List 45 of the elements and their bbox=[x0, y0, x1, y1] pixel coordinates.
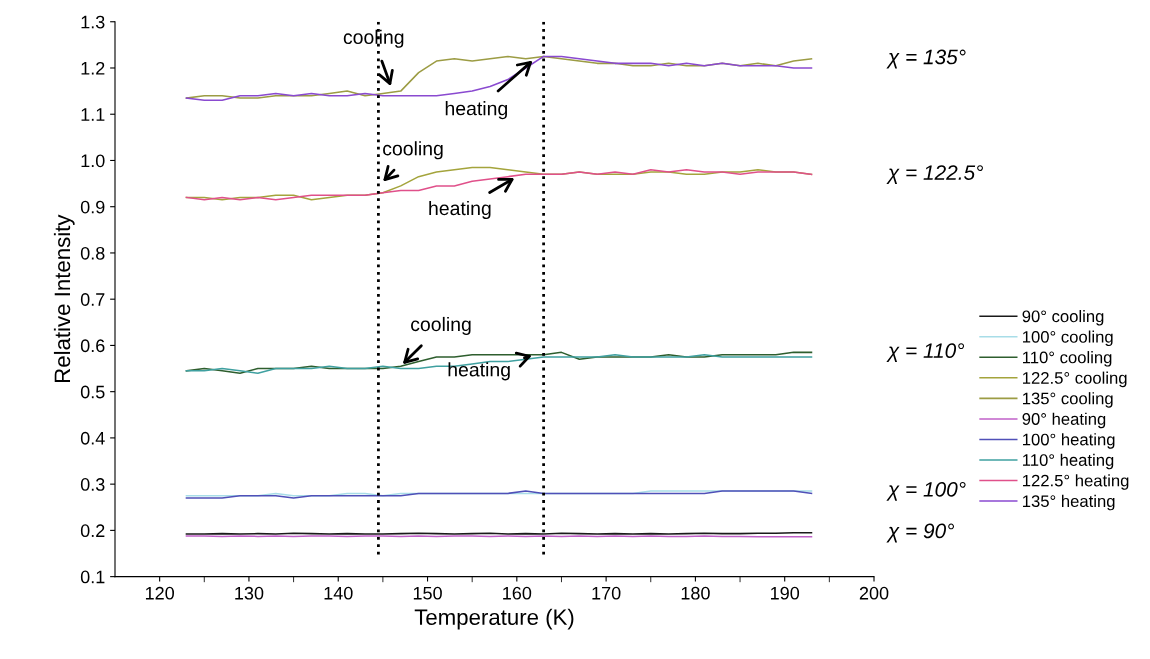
text: χ = 100° bbox=[886, 481, 966, 501]
annotation: heating bbox=[448, 362, 510, 381]
legend-label: 100° cooling bbox=[1023, 330, 1113, 347]
legend-label: 135° heating bbox=[1023, 494, 1115, 511]
x-tick-label: 150 bbox=[413, 586, 442, 600]
y-tick-label: 0.2 bbox=[80, 524, 105, 538]
annotation: cooling bbox=[411, 316, 471, 336]
y-tick-label: 0.8 bbox=[80, 246, 105, 260]
y-axis-title: Relative Intensity bbox=[53, 214, 75, 382]
x-tick-label: 180 bbox=[681, 586, 710, 600]
y-tick-label: 0.1 bbox=[80, 570, 105, 584]
y-tick-label: 0.6 bbox=[80, 339, 105, 353]
text: χ = 90° bbox=[886, 523, 955, 543]
annotation: heating bbox=[445, 101, 507, 120]
legend-label: 100° heating bbox=[1023, 433, 1115, 449]
legend-label: 122.5° heating bbox=[1023, 474, 1129, 490]
y-tick-label: 0.9 bbox=[80, 200, 105, 214]
y-tick-label: 1.0 bbox=[81, 154, 105, 168]
x-tick-label: 170 bbox=[592, 586, 621, 600]
x-tick-label: 120 bbox=[145, 586, 174, 600]
y-tick-label: 0.3 bbox=[80, 478, 105, 491]
legend-label: 122.5° cooling bbox=[1023, 371, 1127, 388]
legend-label: 90° heating bbox=[1022, 412, 1106, 429]
x-tick-label: 200 bbox=[859, 586, 889, 600]
text: χ = 122.5° bbox=[886, 165, 983, 185]
y-tick-label: 0.4 bbox=[80, 431, 105, 445]
legend-label: 90° cooling bbox=[1022, 309, 1104, 326]
text: χ = 110° bbox=[886, 343, 965, 363]
text: χ = 135° bbox=[886, 49, 966, 69]
legend-label: 110° heating bbox=[1023, 453, 1114, 470]
y-tick-label: 0.5 bbox=[80, 385, 105, 399]
y-tick-label: 0.7 bbox=[80, 293, 105, 306]
x-axis-title: Temperature (K) bbox=[414, 608, 574, 630]
y-tick-label: 1.2 bbox=[81, 61, 105, 75]
legend-label: 135° cooling bbox=[1023, 392, 1113, 408]
annotation: cooling bbox=[383, 141, 443, 160]
x-tick-label: 130 bbox=[235, 586, 264, 600]
x-tick-label: 190 bbox=[771, 586, 800, 600]
legend-label: 110° cooling bbox=[1023, 351, 1112, 367]
y-tick-label: 1.1 bbox=[81, 108, 105, 121]
y-tick-label: 1.3 bbox=[81, 15, 105, 29]
annotation: heating bbox=[429, 200, 491, 220]
x-tick-label: 140 bbox=[324, 586, 353, 600]
x-tick-label: 160 bbox=[503, 586, 532, 600]
annotation: cooling bbox=[343, 29, 404, 48]
